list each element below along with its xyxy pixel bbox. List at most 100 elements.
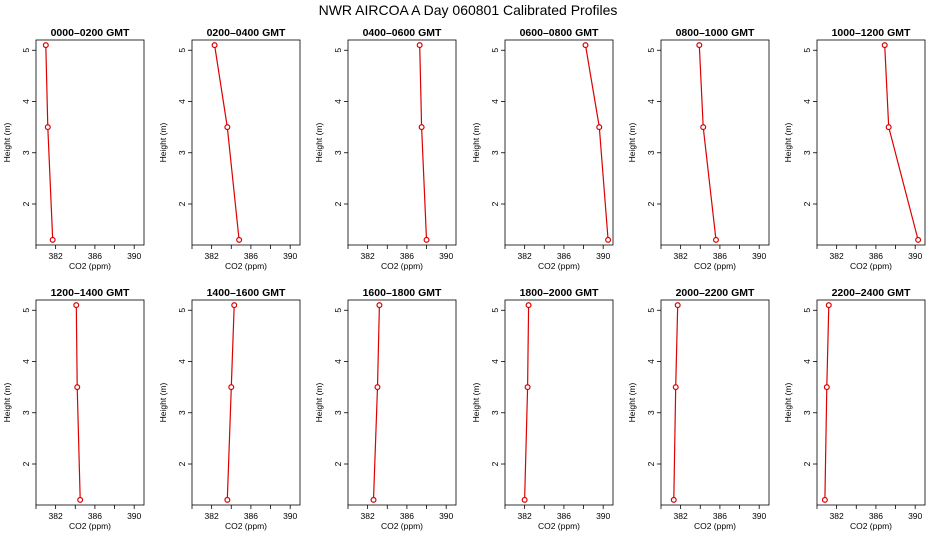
panel-title: 1200–1400 GMT — [51, 287, 130, 299]
y-axis-label: Height (m) — [314, 123, 324, 163]
y-tick-label: 2 — [21, 461, 31, 466]
y-tick-label: 2 — [802, 201, 812, 206]
x-axis-label: CO2 (ppm) — [381, 521, 423, 531]
x-axis-label: CO2 (ppm) — [850, 521, 892, 531]
y-tick-label: 5 — [21, 308, 31, 313]
y-tick-label: 2 — [333, 461, 343, 466]
profile-line — [524, 305, 530, 500]
x-axis-label: CO2 (ppm) — [381, 261, 423, 271]
plot-frame — [816, 39, 926, 246]
plot-frame — [35, 39, 145, 246]
y-tick-label: 4 — [490, 99, 500, 104]
panel-title: 2000–2200 GMT — [676, 287, 755, 299]
x-tick-label: 390 — [596, 511, 610, 521]
x-axis-label: CO2 (ppm) — [538, 261, 580, 271]
x-tick-label: 382 — [49, 251, 63, 261]
x-tick-label: 382 — [205, 251, 219, 261]
data-point — [885, 124, 892, 131]
y-tick-label: 3 — [802, 150, 812, 155]
profile-line — [419, 45, 428, 240]
x-tick-label: 382 — [830, 251, 844, 261]
profile-panel: 1200–1400 GMT 382 386 390 2 3 4 5 CO2 (ppm) Heigh… — [2, 287, 145, 531]
y-tick-label: 4 — [333, 99, 343, 104]
data-point — [524, 384, 531, 391]
profile-panel: 0000–0200 GMT 382 386 390 2 3 4 5 CO2 (ppm) Heigh… — [2, 27, 145, 271]
y-tick-label: 4 — [177, 99, 187, 104]
x-tick-label: 386 — [713, 511, 727, 521]
y-axis-label: Height (m) — [471, 123, 481, 163]
data-point — [825, 302, 832, 309]
profile-line — [372, 305, 380, 500]
profile-line — [884, 45, 919, 241]
x-tick-label: 382 — [674, 511, 688, 521]
y-tick-label: 2 — [646, 461, 656, 466]
data-point — [696, 42, 703, 49]
data-point — [582, 42, 589, 49]
x-tick-label: 390 — [752, 511, 766, 521]
panel-title: 1600–1800 GMT — [363, 287, 442, 299]
y-tick-label: 4 — [802, 359, 812, 364]
data-point — [370, 496, 377, 503]
y-tick-label: 5 — [646, 308, 656, 313]
y-tick-label: 5 — [21, 48, 31, 53]
profile-panel: 0600–0800 GMT 382 386 390 2 3 4 5 CO2 (ppm) Heigh… — [471, 27, 614, 271]
x-tick-label: 386 — [88, 511, 102, 521]
y-axis-label: Height (m) — [158, 383, 168, 423]
data-point — [521, 496, 528, 503]
panel-title: 0000–0200 GMT — [51, 27, 130, 39]
profile-panel: 1600–1800 GMT 382 386 390 2 3 4 5 CO2 (ppm) Heigh… — [314, 287, 457, 531]
x-tick-label: 382 — [518, 251, 532, 261]
y-tick-label: 5 — [177, 308, 187, 313]
x-tick-label: 390 — [908, 251, 922, 261]
data-point — [49, 236, 56, 243]
data-point — [821, 496, 828, 503]
panel-title: 1400–1600 GMT — [207, 287, 286, 299]
y-tick-label: 2 — [490, 201, 500, 206]
y-tick-label: 2 — [177, 461, 187, 466]
x-tick-label: 390 — [439, 251, 453, 261]
panel-title: 0600–0800 GMT — [520, 27, 599, 39]
page-title: NWR AIRCOA A Day 060801 Calibrated Profi… — [318, 2, 618, 18]
y-tick-label: 5 — [646, 48, 656, 53]
x-tick-label: 382 — [830, 511, 844, 521]
data-point — [596, 124, 603, 131]
y-axis-label: Height (m) — [783, 123, 793, 163]
x-tick-label: 386 — [244, 511, 258, 521]
y-tick-label: 4 — [802, 99, 812, 104]
y-tick-label: 3 — [333, 150, 343, 155]
plot-frame — [191, 299, 301, 506]
x-axis-label: CO2 (ppm) — [69, 261, 111, 271]
plot-frame — [660, 299, 770, 506]
x-tick-label: 386 — [88, 251, 102, 261]
data-point — [376, 302, 383, 309]
data-point — [605, 236, 612, 243]
plot-frame — [35, 299, 145, 506]
x-tick-label: 390 — [283, 251, 297, 261]
data-point — [674, 302, 681, 309]
x-tick-label: 390 — [752, 251, 766, 261]
data-point — [74, 384, 81, 391]
x-tick-label: 382 — [49, 511, 63, 521]
y-axis-label: Height (m) — [471, 383, 481, 423]
x-tick-label: 382 — [205, 511, 219, 521]
y-tick-label: 2 — [21, 201, 31, 206]
profile-panel: 0200–0400 GMT 382 386 390 2 3 4 5 CO2 (ppm) Heigh… — [158, 27, 301, 271]
panel-title: 2200–2400 GMT — [832, 287, 911, 299]
y-tick-label: 3 — [21, 150, 31, 155]
x-axis-label: CO2 (ppm) — [225, 521, 267, 531]
y-tick-label: 4 — [21, 99, 31, 104]
plot-frame — [816, 299, 926, 506]
y-tick-label: 3 — [490, 410, 500, 415]
data-point — [423, 236, 430, 243]
x-axis-label: CO2 (ppm) — [694, 261, 736, 271]
data-point — [44, 124, 51, 131]
y-tick-label: 4 — [333, 359, 343, 364]
x-tick-label: 386 — [400, 251, 414, 261]
panel-title: 1800–2000 GMT — [520, 287, 599, 299]
y-tick-label: 3 — [646, 150, 656, 155]
y-axis-label: Height (m) — [2, 123, 12, 163]
data-point — [236, 236, 243, 243]
profile-line — [584, 45, 609, 240]
x-tick-label: 386 — [869, 251, 883, 261]
data-point — [416, 42, 423, 49]
